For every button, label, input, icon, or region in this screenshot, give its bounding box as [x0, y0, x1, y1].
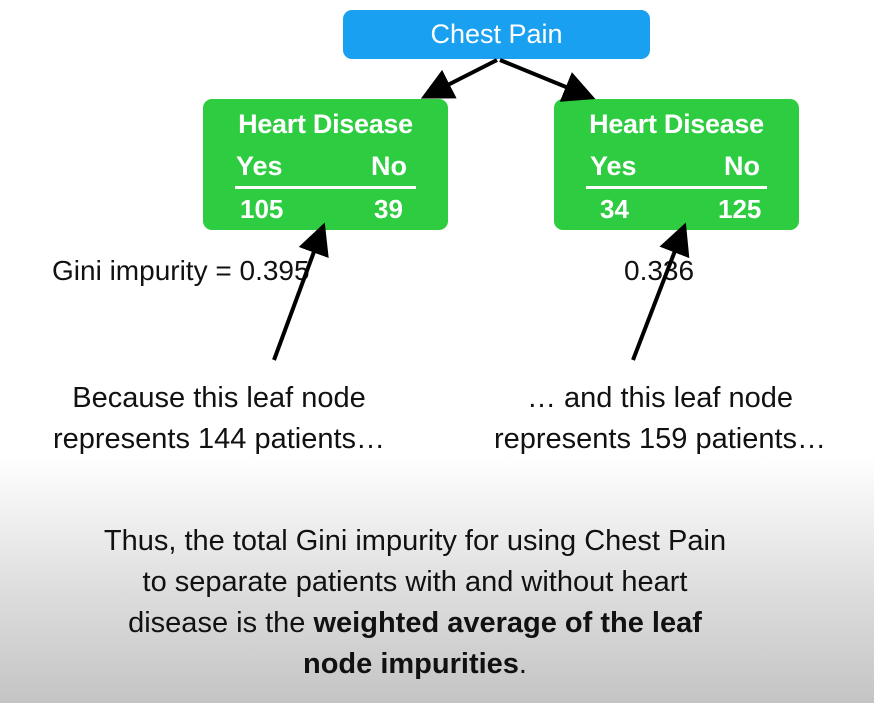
leaf-right-title: Heart Disease	[589, 109, 764, 139]
summary-line4: node impurities.	[20, 644, 810, 685]
gini-right-label: 0.336	[624, 255, 695, 286]
arrow-root-to-right-leaf	[499, 58, 596, 102]
leaf-node-left: Heart Disease Yes No 105 39	[203, 99, 448, 230]
leaf-left-yes-value: 105	[240, 194, 284, 224]
leaf-right-yes-header: Yes	[590, 151, 637, 181]
summary-line2: to separate patients with and without he…	[142, 566, 688, 598]
summary-line3: disease is the weighted average of the l…	[20, 603, 810, 644]
caption-right-line2: represents 159 patients…	[493, 423, 827, 455]
arrow-root-to-left-leaf	[420, 58, 498, 99]
caption-left-line1: Because this leaf node	[72, 382, 366, 414]
summary-text: Thus, the total Gini impurity for using …	[20, 521, 810, 685]
summary-line4-plain: .	[518, 648, 527, 680]
leaf-left-title: Heart Disease	[238, 109, 413, 139]
caption-left-line2: represents 144 patients…	[52, 423, 386, 455]
leaf-right-no-header: No	[724, 151, 760, 181]
arrow-caption-right-to-leaf	[631, 222, 690, 361]
summary-line3-bold: weighted average of the leaf	[313, 607, 702, 639]
leaf-node-right: Heart Disease Yes No 34 125	[554, 99, 799, 230]
summary-line4-bold: node impurities	[303, 648, 519, 680]
arrow-caption-left-to-leaf	[272, 222, 329, 361]
leaf-left-divider	[235, 186, 416, 189]
caption-right-line1: … and this leaf node	[526, 382, 793, 414]
leaf-right-divider	[586, 186, 767, 189]
leaf-right-yes-value: 34	[600, 194, 629, 224]
leaf-left-no-header: No	[371, 151, 407, 181]
bottom-shading	[0, 455, 874, 703]
leaf-left-no-value: 39	[374, 194, 403, 224]
summary-line1: Thus, the total Gini impurity for using …	[103, 525, 727, 557]
summary-line3-plain: disease is the	[128, 607, 314, 639]
leaf-right-no-value: 125	[718, 194, 762, 224]
leaf-left-yes-header: Yes	[236, 151, 283, 181]
root-node-label: Chest Pain	[430, 19, 563, 49]
gini-left-label: Gini impurity = 0.395	[52, 255, 310, 286]
caption-right: … and this leaf node represents 159 pati…	[455, 378, 865, 460]
caption-left: Because this leaf node represents 144 pa…	[14, 378, 424, 460]
root-node-chest-pain: Chest Pain	[343, 10, 650, 59]
